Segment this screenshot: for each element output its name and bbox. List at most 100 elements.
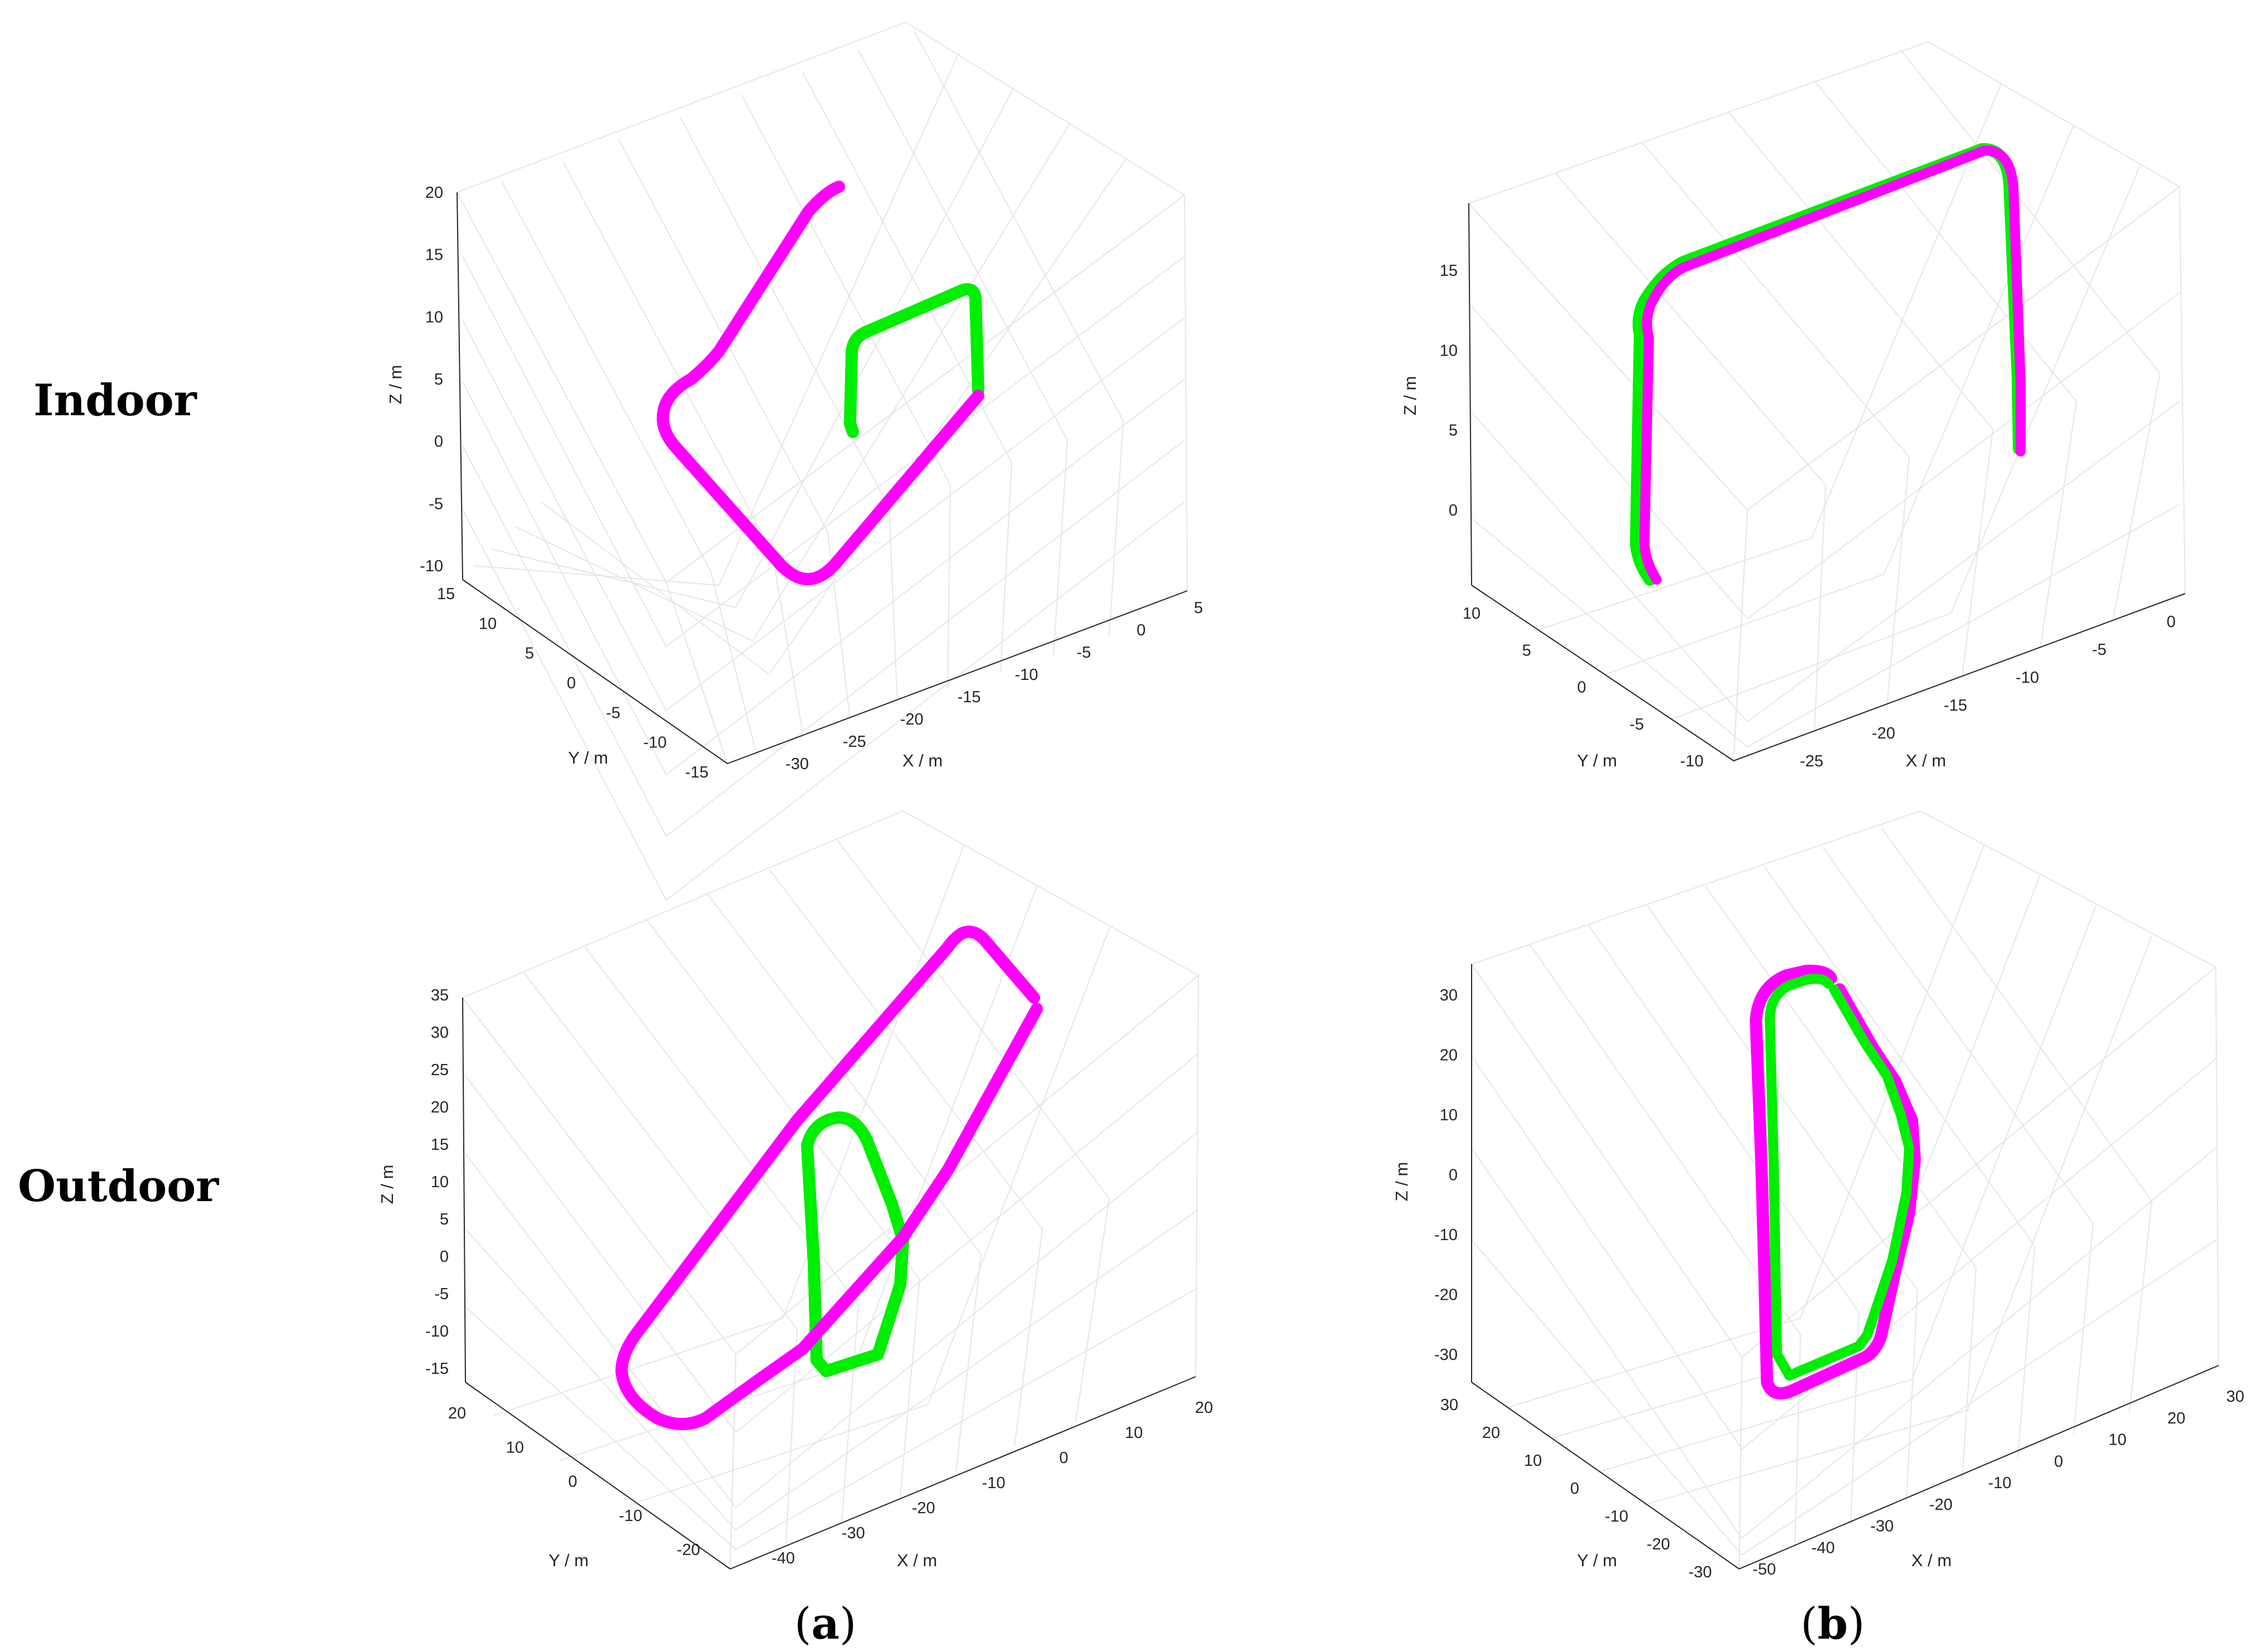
x-tick-label: 10 — [2109, 1431, 2127, 1449]
panel-b-indoor-grid — [1468, 41, 2186, 762]
y-axis-label: Y / m — [1577, 751, 1617, 770]
z-axis-label: Z / m — [377, 1165, 397, 1204]
x-tick-label: 30 — [2226, 1388, 2244, 1406]
y-tick-label: 5 — [1522, 642, 1531, 659]
panel-a-outdoor-grid — [462, 810, 1200, 1570]
x-tick-label: -10 — [1988, 1474, 2012, 1492]
y-tick-label: 20 — [1482, 1424, 1500, 1442]
trajectory-magenta — [657, 181, 984, 586]
caption-a-open: ( — [794, 1599, 811, 1649]
y-tick-label: -10 — [1680, 752, 1703, 770]
y-tick-label: 10 — [506, 1439, 524, 1456]
z-tick-label: 15 — [1440, 262, 1458, 280]
x-axis-label: X / m — [897, 1551, 937, 1570]
x-tick-label: -40 — [1812, 1539, 1835, 1557]
caption-b-close: ) — [1848, 1599, 1865, 1649]
x-tick-label: -5 — [1076, 644, 1091, 662]
x-axis-label: X / m — [1911, 1551, 1952, 1570]
z-tick-label: 0 — [1449, 1167, 1458, 1184]
y-tick-label: 10 — [1524, 1452, 1542, 1470]
panel-a-indoor-axes — [457, 192, 1188, 764]
b-indoor-tick-labels: 0 5 10 15 10 5 0 -5 -10 -25 -20 -15 -10 -5 0 Y / m X / m… — [1400, 262, 2176, 770]
y-tick-label: 0 — [1577, 679, 1586, 697]
x-tick-label: -25 — [843, 733, 866, 751]
z-tick-label: -10 — [1434, 1226, 1458, 1244]
x-tick-label: -40 — [771, 1549, 795, 1567]
panel-b-indoor-series — [1630, 143, 2026, 586]
y-tick-label: 30 — [1440, 1396, 1458, 1414]
z-tick-label: -10 — [420, 557, 443, 575]
x-tick-label: 20 — [2167, 1410, 2185, 1427]
z-tick-label: 10 — [425, 308, 443, 326]
trajectory-magenta — [615, 925, 1043, 1430]
y-tick-label: -20 — [1647, 1536, 1670, 1553]
z-tick-label: 15 — [431, 1136, 449, 1154]
x-tick-label: -10 — [2016, 669, 2039, 687]
z-tick-label: 0 — [1449, 502, 1458, 519]
x-tick-label: 0 — [1059, 1449, 1068, 1467]
z-tick-label: 5 — [434, 371, 443, 388]
y-tick-label: 0 — [568, 1473, 577, 1491]
caption-a-letter: a — [811, 1598, 839, 1649]
z-tick-label: -10 — [425, 1323, 449, 1340]
panel-b-outdoor-axes — [1471, 964, 2219, 1570]
panel-b-outdoor: -30 -20 -10 0 10 20 30 30 20 10 0 -10 -20 -30 -50 -40 -3… — [1392, 810, 2244, 1581]
x-tick-label: -20 — [1872, 725, 1895, 742]
z-tick-label: -20 — [1434, 1286, 1458, 1304]
y-tick-label: -10 — [643, 734, 667, 752]
caption-a-close: ) — [839, 1599, 856, 1649]
x-tick-label: -25 — [1800, 752, 1823, 770]
y-tick-label: 10 — [479, 615, 497, 633]
z-tick-label: 0 — [434, 433, 443, 451]
row-label-outdoor: Outdoor — [18, 1161, 219, 1212]
panel-b-indoor-axes — [1468, 203, 2186, 761]
z-tick-label: 20 — [431, 1099, 449, 1116]
z-tick-label: 35 — [431, 987, 449, 1004]
caption-a: (a) — [794, 1598, 856, 1649]
z-tick-label: 20 — [1440, 1047, 1458, 1065]
x-tick-label: -30 — [1870, 1518, 1894, 1536]
x-tick-label: -15 — [958, 688, 981, 706]
caption-b-open: ( — [1800, 1599, 1817, 1649]
x-tick-label: -20 — [912, 1499, 935, 1517]
y-tick-label: 5 — [525, 645, 534, 663]
panel-b-outdoor-series — [1750, 964, 1921, 1400]
y-tick-label: -15 — [685, 764, 708, 781]
z-tick-label: 15 — [425, 246, 443, 264]
x-axis-label: X / m — [1906, 751, 1946, 770]
y-tick-label: -20 — [677, 1541, 700, 1559]
panel-a-outdoor-axes — [462, 997, 1196, 1570]
y-tick-label: 20 — [448, 1405, 466, 1422]
x-tick-label: 0 — [2054, 1452, 2063, 1470]
x-tick-label: -15 — [1944, 697, 1967, 715]
z-tick-label: -5 — [429, 495, 443, 513]
x-tick-label: 20 — [1195, 1399, 1213, 1417]
b-outdoor-tick-labels: -30 -20 -10 0 10 20 30 30 20 10 0 -10 -20 -30 -50 -40 -3… — [1392, 987, 2244, 1581]
z-tick-label: 5 — [1449, 422, 1458, 440]
panel-a-indoor-series — [657, 181, 984, 586]
z-axis-label: Z / m — [386, 365, 405, 405]
y-tick-label: 15 — [437, 585, 455, 603]
x-tick-label: 0 — [1137, 621, 1146, 639]
y-tick-label: -30 — [1688, 1563, 1712, 1581]
y-tick-label: 0 — [567, 674, 576, 692]
caption-b: (b) — [1800, 1598, 1865, 1649]
a-indoor-tick-labels: -10 -5 0 5 10 15 20 15 10 5 0 -5 -10 -15 -30 -25 -20 -15 -… — [386, 184, 1203, 781]
z-axis-label: Z / m — [1392, 1162, 1411, 1202]
y-axis-label: Y / m — [1577, 1551, 1617, 1570]
z-tick-label: 25 — [431, 1061, 449, 1079]
z-tick-label: 30 — [1440, 987, 1458, 1004]
caption-b-letter: b — [1817, 1598, 1848, 1649]
y-tick-label: 10 — [1463, 605, 1481, 623]
a-outdoor-tick-labels: -15 -10 -5 0 5 10 15 20 25 30 35 20 10 0 -10 -20 -40 -30 -… — [377, 987, 1213, 1570]
x-tick-label: 0 — [2167, 613, 2176, 631]
y-axis-label: Y / m — [568, 748, 608, 767]
x-tick-label: -20 — [900, 711, 924, 728]
z-tick-label: 10 — [431, 1173, 449, 1191]
panel-a-outdoor: -15 -10 -5 0 5 10 15 20 25 30 35 20 10 0 -10 -20 -40 -30 -… — [377, 810, 1213, 1570]
z-tick-label: 10 — [1440, 1106, 1458, 1124]
panel-b-indoor: 0 5 10 15 10 5 0 -5 -10 -25 -20 -15 -10 -5 0 Y / m X / m… — [1400, 41, 2186, 770]
z-tick-label: -30 — [1434, 1346, 1458, 1364]
trajectory-magenta — [1639, 145, 2026, 585]
